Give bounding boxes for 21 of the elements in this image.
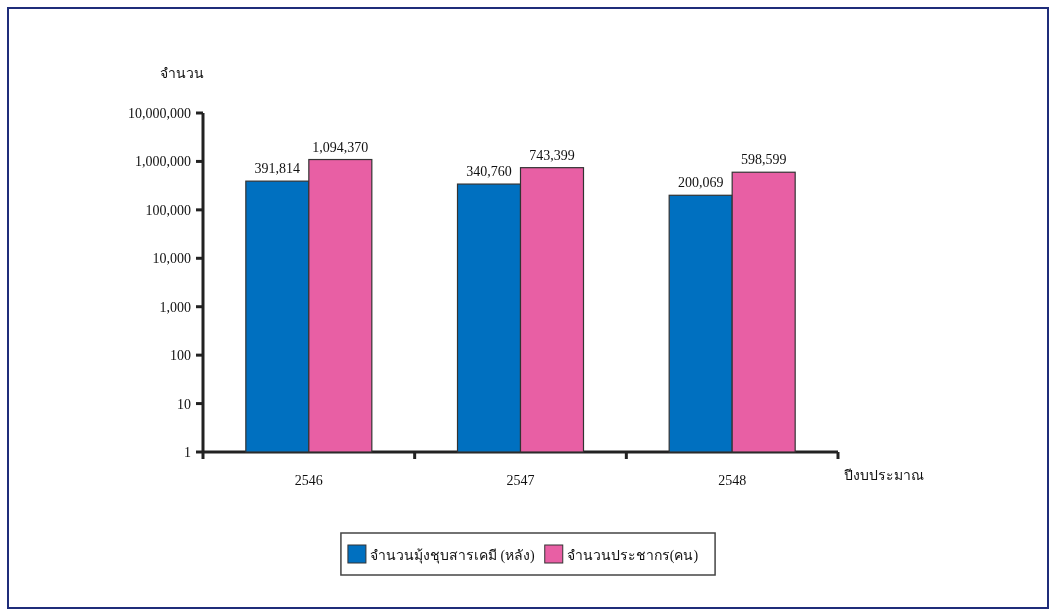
data-label: 598,599 bbox=[740, 152, 787, 168]
legend-label: จำนวนมุ้งชุบสารเคมี (หลัง) bbox=[369, 548, 536, 564]
y-tick-label: 100,000 bbox=[145, 202, 191, 218]
y-tick-label: 1,000 bbox=[159, 299, 191, 315]
y-tick-label: 10,000 bbox=[152, 251, 191, 267]
y-tick-label: 10 bbox=[177, 396, 191, 412]
x-tick-label: 2547 bbox=[506, 473, 535, 488]
y-tick-label: 100 bbox=[170, 348, 191, 364]
x-axis-title: ปีงบประมาณ bbox=[844, 468, 924, 483]
data-label: 391,814 bbox=[254, 161, 301, 177]
y-axis-title: จำนวน bbox=[160, 66, 204, 81]
x-tick-label: 2546 bbox=[294, 473, 323, 488]
y-tick-label: 1,000,000 bbox=[135, 154, 191, 170]
data-label: 743,399 bbox=[529, 147, 575, 163]
y-tick-label: 1 bbox=[184, 445, 191, 460]
x-tick-label: 2548 bbox=[718, 473, 747, 488]
legend-label: จำนวนประชากร(คน) bbox=[566, 548, 699, 564]
data-label: 340,760 bbox=[466, 164, 512, 180]
data-label: 200,069 bbox=[677, 175, 724, 191]
data-label: 1,094,370 bbox=[312, 139, 369, 155]
y-tick-label: 10,000,000 bbox=[128, 106, 191, 121]
